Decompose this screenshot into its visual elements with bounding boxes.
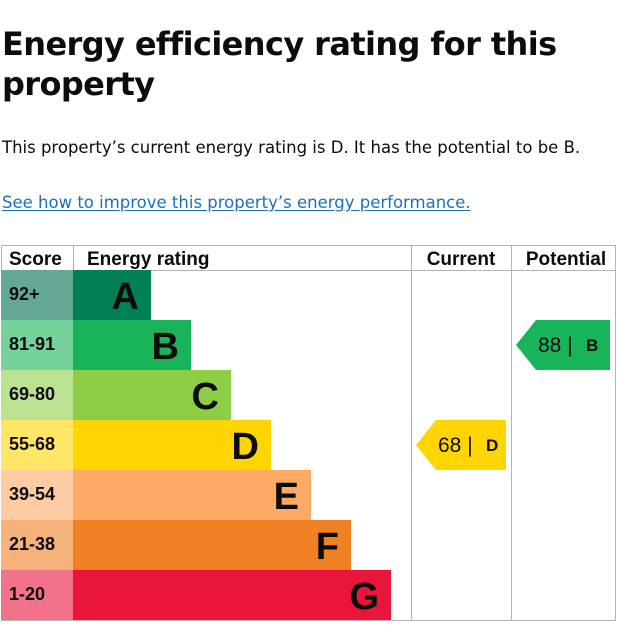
score-cell-f [1,520,73,570]
rating-letter-c: C [192,376,219,418]
rating-letter-e: E [274,476,299,518]
current-rating-arrow [416,420,506,470]
score-cell-a [1,270,73,320]
rating-letter-d: D [232,426,259,468]
rating-bar-e [73,470,311,520]
rating-letter-f: F [316,526,339,568]
potential-rating-score: 88 | [538,334,573,357]
score-cell-c [1,370,73,420]
header-energy-rating: Energy rating [87,249,209,270]
rating-bar-f [73,520,351,570]
score-range-a: 92+ [9,284,40,304]
rating-summary: This property’s current energy rating is… [2,138,581,157]
page-title: Energy efficiency rating for this proper… [2,25,557,103]
rating-letter-g: G [349,576,379,618]
rating-letter-a: A [112,276,139,318]
header-potential: Potential [526,249,606,270]
potential-rating-arrow [516,320,610,370]
score-range-b: 81-91 [9,334,55,354]
potential-rating-band: B [586,336,598,355]
score-range-e: 39-54 [9,484,55,504]
rating-bar-d [73,420,271,470]
score-range-d: 55-68 [9,434,55,454]
score-cell-b [1,320,73,370]
improve-performance-link[interactable]: See how to improve this property’s energ… [2,193,471,212]
score-range-f: 21-38 [9,534,55,554]
score-range-c: 69-80 [9,384,55,404]
current-rating-band: D [486,436,498,455]
rating-bar-c [73,370,231,420]
score-cell-g [1,570,73,620]
rating-bar-a [73,270,151,320]
current-rating-score: 68 | [438,434,473,457]
rating-bar-b [73,320,191,370]
header-current: Current [427,249,496,270]
header-score: Score [9,249,62,270]
score-cell-d [1,420,73,470]
score-cell-e [1,470,73,520]
rating-bar-g [73,570,391,620]
rating-letter-b: B [152,326,179,368]
score-range-g: 1-20 [9,584,45,604]
